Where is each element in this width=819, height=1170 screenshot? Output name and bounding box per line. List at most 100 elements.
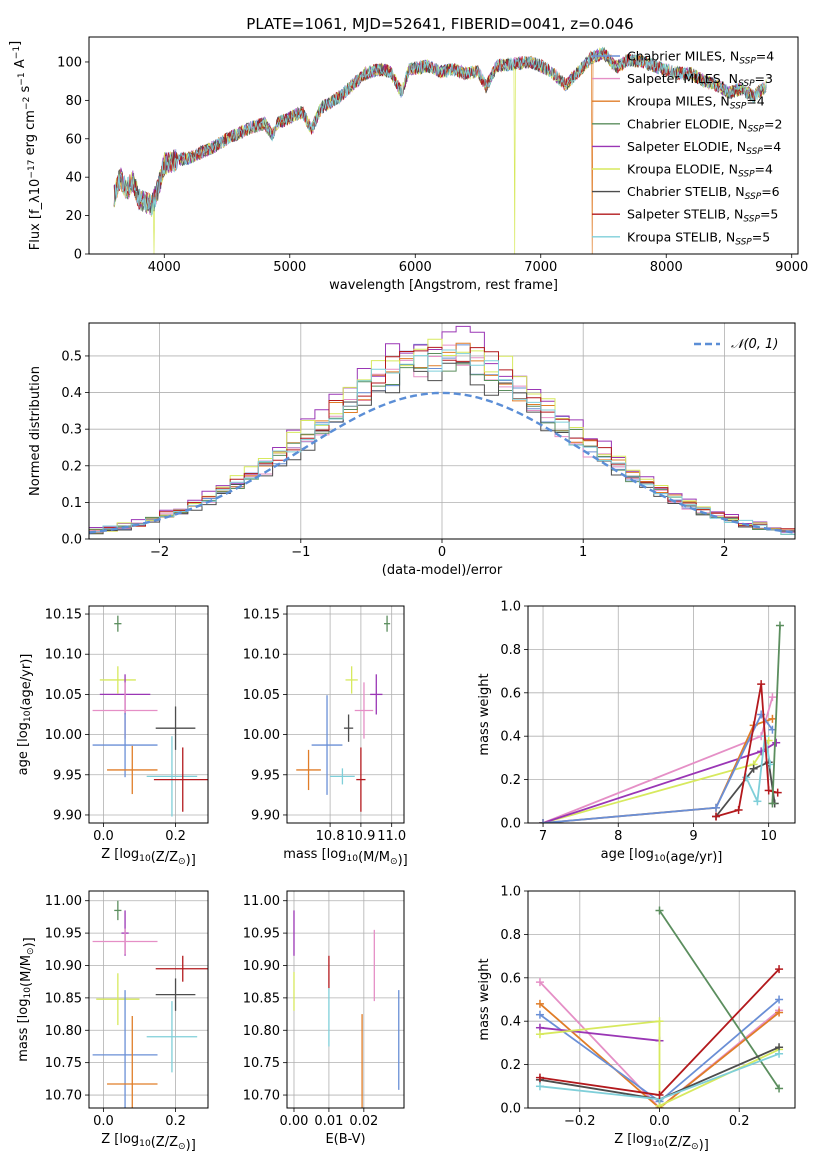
legend-sub: SSP (735, 237, 752, 247)
label-part: )] (186, 1138, 196, 1153)
plot-area (293, 910, 400, 1108)
label-sup: −1 (17, 72, 27, 85)
legend-text: Chabrier MILES, N (627, 49, 739, 64)
y-tick-label: 9.95 (251, 768, 280, 783)
axes-frame (88, 322, 796, 540)
legend-label: Kroupa MILES, NSSP=4 (627, 94, 765, 112)
label-part: ] (8, 41, 23, 46)
label-part: log (16, 999, 31, 1019)
label-part: (Z/Z (151, 850, 178, 865)
y-tick-label: 11.00 (45, 894, 82, 909)
weight-line (542, 712, 774, 823)
x-tick-label: 8000 (650, 260, 683, 275)
label-sup: −17 (27, 159, 37, 178)
legend-text: =5 (760, 207, 778, 222)
plot-area (535, 906, 784, 1108)
legend-sub: SSP (738, 79, 755, 89)
legend-label: Chabrier ELODIE, NSSP=2 (627, 116, 782, 134)
x-tick-label: 10.9 (346, 829, 375, 844)
label-sub: ⊙ (691, 1142, 699, 1152)
x-axis-label: Z [log10(Z/Z⊙)] (101, 847, 196, 868)
y-tick-label: 10.70 (243, 1089, 280, 1104)
label-part: mass weight (477, 673, 492, 755)
legend-sub: SSP (743, 215, 760, 225)
y-tick-label: 10.95 (243, 927, 280, 942)
legend-sub: SSP (746, 147, 763, 157)
legend-text: =4 (746, 94, 764, 109)
x-tick-label: 7000 (524, 260, 557, 275)
legend-sub: SSP (739, 57, 756, 67)
legend-text: Kroupa STELIB, N (627, 229, 735, 244)
y-tick-label: 0.0 (61, 533, 82, 548)
weight-line (771, 625, 781, 804)
legend: 𝒩(0, 1) (694, 337, 778, 352)
plot-area (92, 900, 208, 1108)
x-tick-label: 10.8 (316, 829, 345, 844)
y-tick-label: 0.0 (500, 1102, 521, 1117)
axes-frame (286, 605, 405, 824)
y-tick-label: 1.0 (500, 885, 521, 900)
y-tick-label: 10.10 (243, 648, 280, 663)
legend-text: Salpeter STELIB, N (627, 207, 743, 222)
y-tick-label: 0.6 (500, 971, 521, 986)
y-tick-label: 0.2 (500, 1058, 521, 1073)
x-tick-label: 0.0 (93, 1114, 114, 1129)
label-part: erg cm (23, 110, 38, 159)
weight-line (539, 1003, 780, 1108)
label-part: age [ (16, 742, 31, 775)
label-part: mass [ (16, 1018, 31, 1061)
legend-text: Salpeter MILES, N (627, 71, 738, 86)
spectrum-line (113, 46, 767, 217)
label-part: Normed distribution (28, 366, 43, 496)
label-part: log (119, 847, 139, 862)
legend-text: Kroupa ELODIE, N (627, 162, 738, 177)
label-sub: ⊙ (26, 947, 36, 955)
y-axis-label: age [log10(age/yr)] (16, 654, 34, 776)
x-tick-label: 0.0 (93, 829, 114, 844)
y-tick-label: 0 (74, 248, 82, 263)
label-part: log (119, 1132, 139, 1147)
legend-text: =4 (763, 139, 781, 154)
legend-label: Salpeter MILES, NSSP=3 (627, 71, 773, 89)
y-tick-label: 1.0 (500, 600, 521, 615)
y-tick-label: 60 (65, 132, 82, 147)
y-tick-label: 0.4 (500, 730, 521, 745)
label-part: )] (699, 1138, 709, 1153)
x-axis-label: Z [log10(Z/Z⊙)] (614, 1132, 709, 1153)
label-sub: 10 (23, 710, 33, 722)
label-part: Z [ (101, 847, 119, 862)
legend-sub: SSP (730, 102, 747, 112)
label-sup: −1 (12, 46, 22, 59)
x-tick-label: −2 (150, 545, 169, 560)
y-tick-label: 0.5 (61, 349, 82, 364)
x-axis-label: wavelength [Angstrom, rest frame] (329, 278, 558, 293)
legend-text: Chabrier STELIB, N (627, 184, 745, 199)
label-part: age [ (601, 847, 634, 862)
label-sub: ⊙ (390, 857, 398, 867)
weight-line (745, 736, 772, 805)
label-part: (age/yr)] (665, 850, 722, 865)
y-tick-label: 10.70 (45, 1089, 82, 1104)
axes-frame (286, 890, 405, 1109)
y-tick-label: 10.15 (243, 608, 280, 623)
plot-area (113, 46, 767, 254)
axes-frame (88, 605, 209, 824)
y-tick-label: 0.6 (500, 686, 521, 701)
label-sub: 10 (346, 854, 358, 864)
weight-line (539, 1026, 660, 1042)
x-tick-label: 10 (760, 829, 777, 844)
legend-sub: SSP (747, 124, 764, 134)
label-part: log (327, 847, 347, 862)
legend-text: =3 (755, 71, 773, 86)
y-tick-label: 10.80 (45, 1024, 82, 1039)
x-tick-label: 0.01 (314, 1114, 343, 1129)
y-tick-label: 10.05 (243, 688, 280, 703)
x-tick-label: 2 (720, 545, 728, 560)
x-tick-label: 7 (539, 829, 547, 844)
label-part: mass [ (283, 847, 326, 862)
legend-text: =5 (752, 229, 770, 244)
y-tick-label: 9.90 (251, 808, 280, 823)
